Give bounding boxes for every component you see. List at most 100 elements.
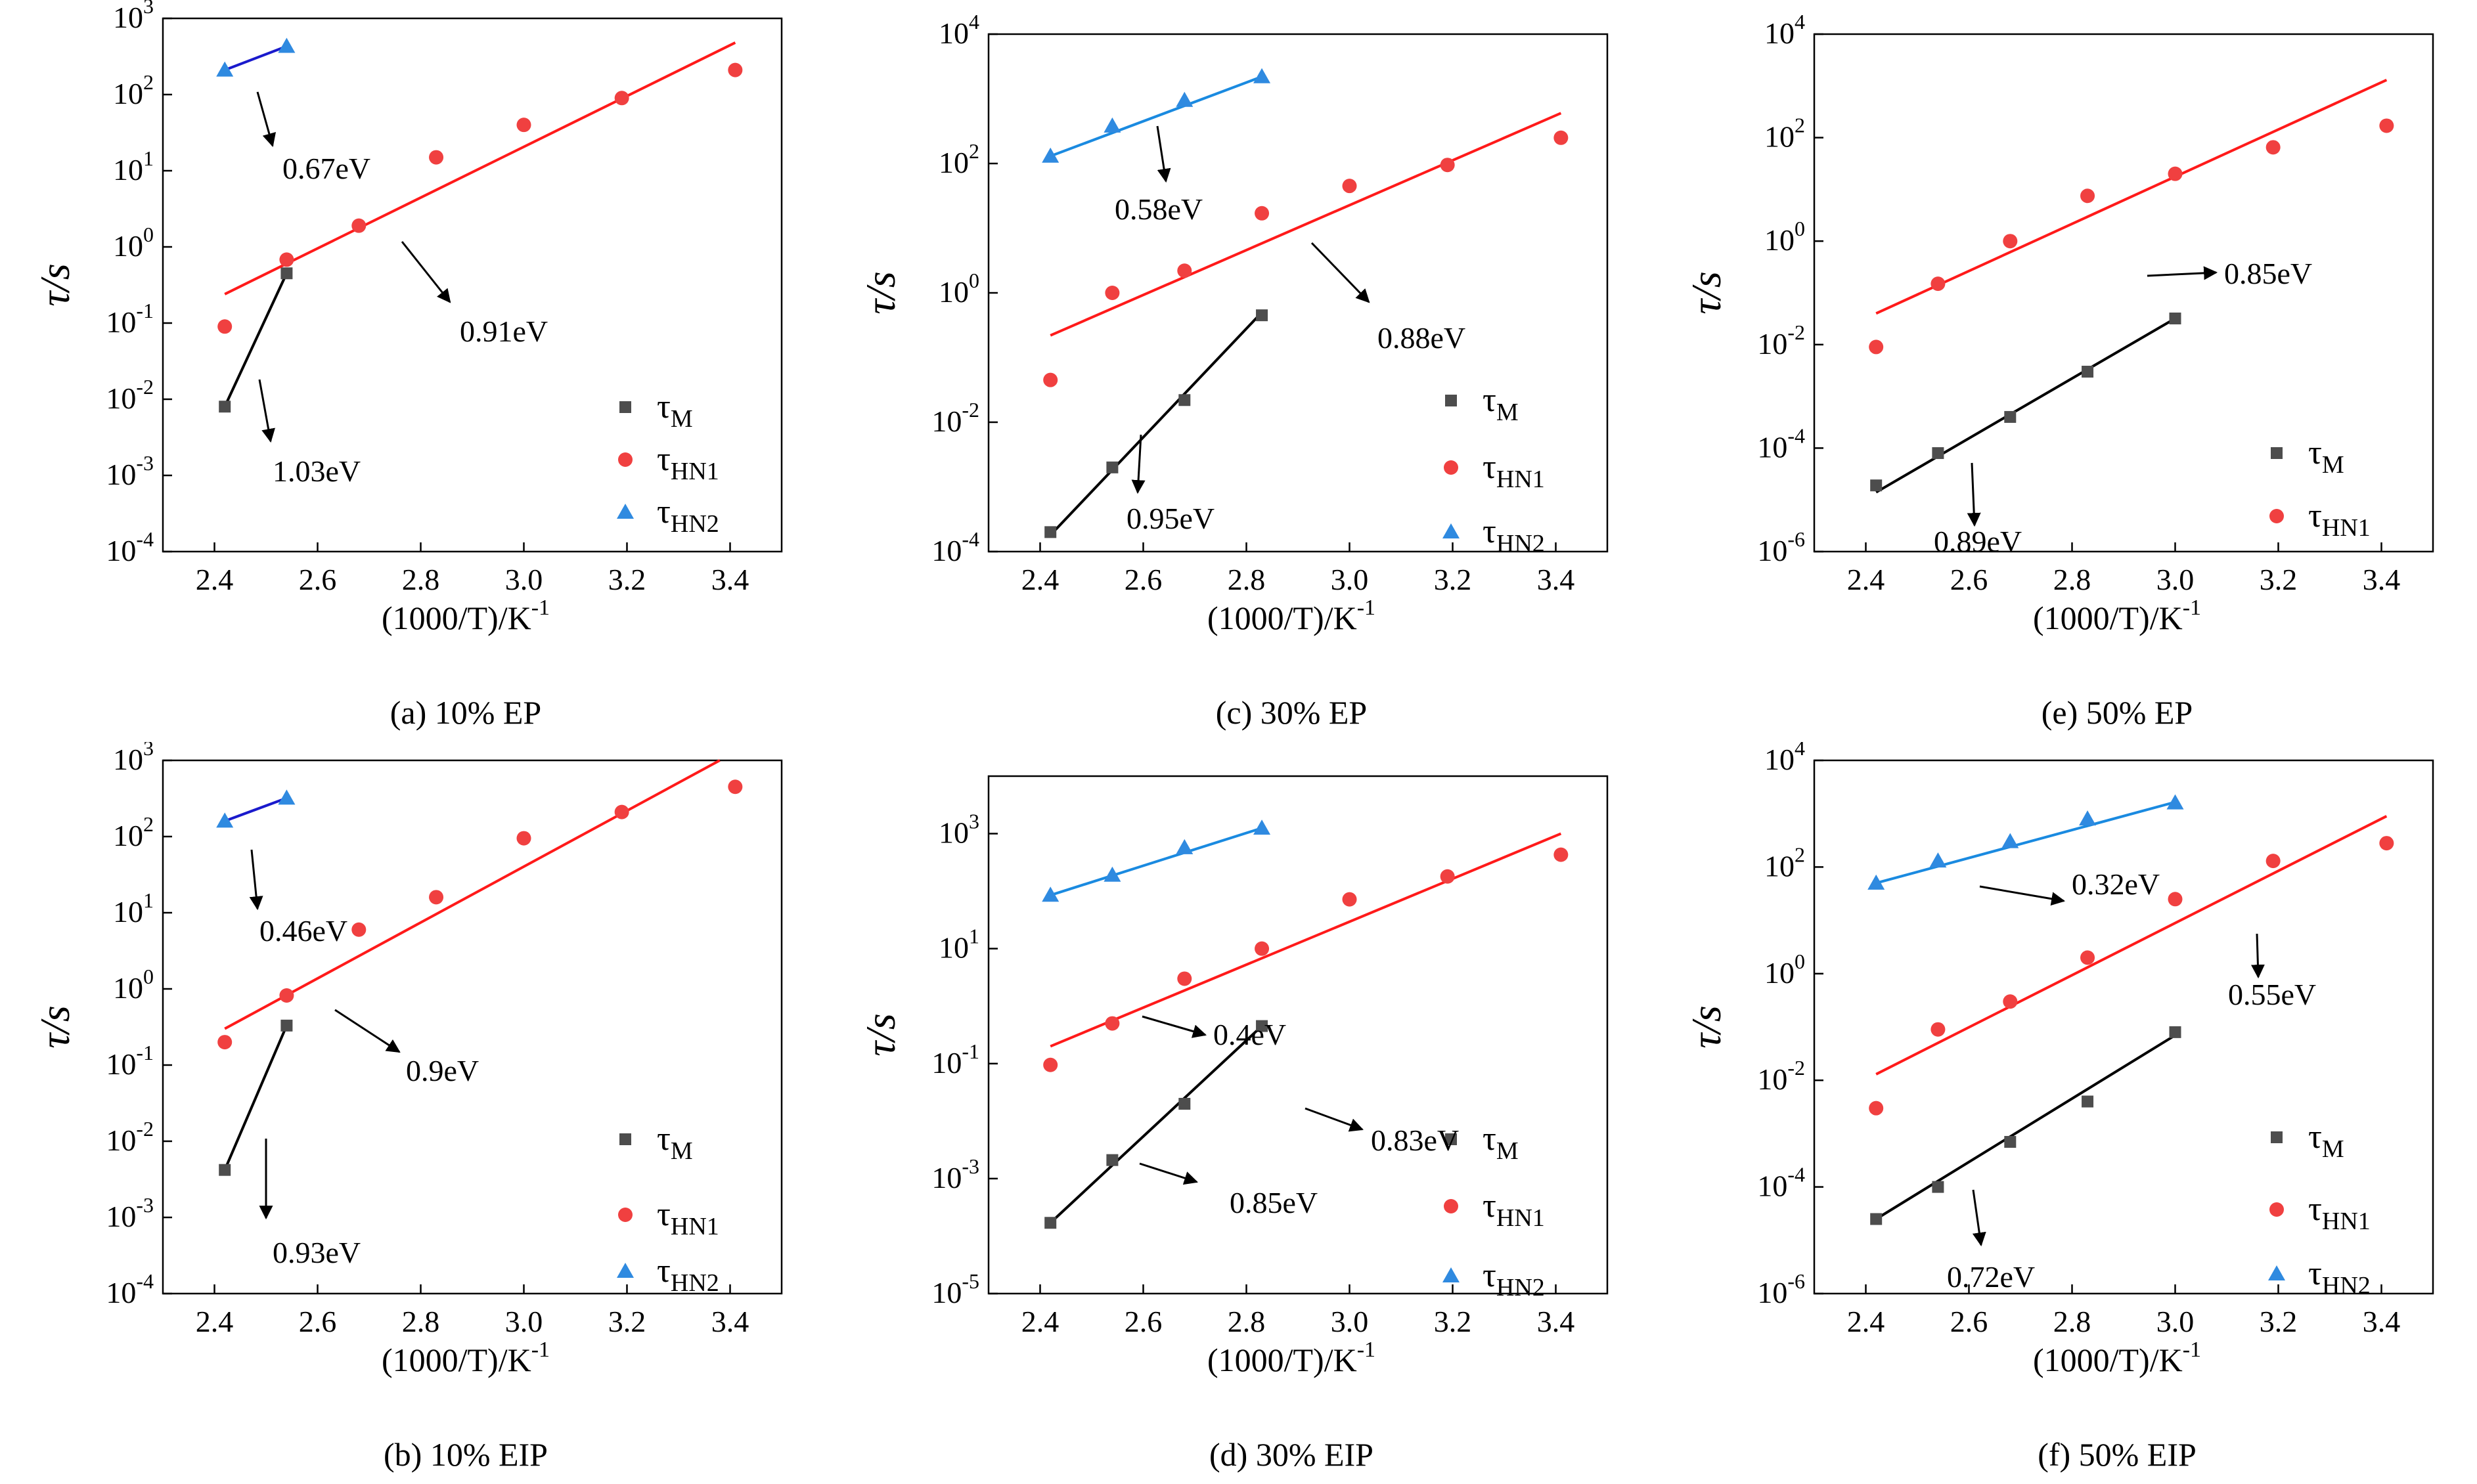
legend-label-tau-m: τM [657, 388, 693, 433]
y-tick-label: 10-3 [106, 1193, 154, 1233]
fit-line-hn1 [224, 41, 736, 295]
data-point-tau-m [1256, 1020, 1268, 1032]
legend-marker-tau-m [2271, 447, 2283, 459]
data-point-tau-hn1 [1930, 1022, 1946, 1037]
data-point-tau-m [1106, 461, 1119, 473]
legend-label-tau-hn2: τHN2 [657, 493, 719, 538]
data-point-tau-m [219, 1164, 231, 1176]
panel-caption: (b) 10% EIP [384, 1436, 548, 1473]
data-point-tau-m [2169, 1026, 2181, 1038]
data-point-tau-hn1 [728, 779, 743, 795]
data-point-tau-hn1 [614, 91, 629, 106]
data-point-tau-hn1 [1342, 179, 1357, 194]
panel-caption: (c) 30% EP [1216, 694, 1368, 731]
legend-label-tau-hn2: τHN2 [1483, 1257, 1545, 1301]
x-tick-label: 2.8 [402, 1305, 440, 1338]
x-axis-label: (1000/T)/K-1 [382, 1338, 550, 1378]
data-point-tau-m [2004, 1135, 2017, 1148]
plot-frame [987, 775, 1609, 1295]
data-point-tau-hn2 [1042, 147, 1060, 163]
x-tick-label: 3.2 [1434, 1305, 1472, 1338]
legend-label-tau-hn1: τHN1 [657, 441, 719, 485]
annotation-arrow [1310, 242, 1370, 303]
annotation-arrow [1139, 1162, 1198, 1185]
x-tick-label: 3.4 [1537, 563, 1575, 596]
data-point-tau-hn1 [429, 890, 444, 905]
chart-panel-e: 2.4 2.6 2.8 3.0 3.2 3.4 10-6 10-4 10-2 100 102 104 τ… [1683, 10, 2434, 731]
annotation-arrow [1972, 1189, 1986, 1247]
x-tick-label: 2.6 [299, 1305, 337, 1338]
annotation-arrow [249, 849, 263, 911]
data-point-tau-hn2 [1176, 91, 1194, 107]
x-tick-label: 2.4 [1021, 563, 1060, 596]
y-tick-label: 103 [939, 810, 979, 850]
chart-panel-a: 2.4 2.6 2.8 3.0 3.2 3.4 10-4 10-3 10-2 10-1 100 101… [32, 0, 783, 731]
x-tick-label: 3.2 [608, 563, 646, 596]
data-point-tau-hn1 [217, 1035, 233, 1050]
x-tick-label: 3.0 [2156, 563, 2195, 596]
activation-energy-label: 0.58eV [1115, 192, 1203, 226]
legend-marker-tau-hn2 [1442, 1267, 1460, 1282]
y-tick-label: 10-4 [106, 527, 154, 567]
data-point-tau-m [1178, 394, 1191, 406]
x-tick-label: 3.0 [1331, 563, 1369, 596]
x-tick-label: 3.2 [2260, 563, 2298, 596]
activation-energy-label: 0.89eV [1934, 525, 2022, 558]
legend-label-tau-m: τM [657, 1120, 693, 1165]
data-point-tau-hn1 [728, 62, 743, 77]
x-tick-label: 2.4 [1021, 1305, 1060, 1338]
data-point-tau-m [1106, 1154, 1119, 1166]
data-point-tau-m [2169, 312, 2181, 324]
data-point-tau-hn1 [2265, 140, 2281, 155]
y-tick-label: 10-1 [106, 299, 154, 339]
data-point-tau-hn1 [1869, 339, 1884, 355]
annotation-arrow [256, 91, 277, 148]
y-axis-label: τ/s [1683, 1005, 1729, 1049]
y-tick-label: 10-4 [106, 1269, 154, 1309]
legend-label-tau-hn2: τHN2 [1483, 513, 1545, 557]
y-axis-label: τ/s [857, 271, 904, 315]
legend-marker-tau-hn1 [618, 452, 633, 467]
data-point-tau-hn1 [2080, 950, 2095, 965]
activation-energy-label: 0.9eV [406, 1054, 479, 1087]
x-tick-label: 2.4 [1847, 1305, 1885, 1338]
x-tick-label: 2.6 [1125, 1305, 1163, 1338]
annotation-arrow [1979, 885, 2066, 906]
fit-line-hn2 [224, 797, 288, 823]
y-tick-label: 10-6 [1757, 1269, 1805, 1309]
data-point-tau-hn1 [1930, 276, 1946, 292]
annotation-arrow [2250, 933, 2265, 979]
x-tick-label: 3.4 [2363, 1305, 2401, 1338]
data-point-tau-hn2 [278, 789, 296, 805]
data-point-tau-m [280, 267, 293, 280]
activation-energy-label: 1.03eV [273, 454, 361, 488]
x-tick-label: 3.0 [505, 1305, 543, 1338]
fit-line-hn1 [1875, 79, 2388, 315]
data-point-tau-hn1 [2168, 166, 2183, 181]
x-tick-label: 2.8 [1228, 563, 1266, 596]
panel-caption: (e) 50% EP [2042, 694, 2193, 731]
y-tick-label: 10-3 [931, 1154, 979, 1194]
y-tick-label: 101 [939, 925, 979, 965]
x-tick-label: 3.2 [1434, 563, 1472, 596]
chart-panel-d: 2.4 2.6 2.8 3.0 3.2 3.4 10-5 10-3 10-1 101 103 τ/s (… [857, 775, 1609, 1473]
data-point-tau-hn1 [1553, 847, 1569, 862]
data-point-tau-hn1 [1177, 971, 1192, 986]
annotation-arrow [258, 379, 275, 443]
data-point-tau-hn2 [278, 37, 296, 53]
data-point-tau-hn2 [1253, 68, 1271, 83]
y-tick-label: 101 [113, 146, 154, 186]
activation-energy-label: 0.93eV [273, 1236, 361, 1269]
fit-line-m [223, 1025, 288, 1171]
plot-frame [1813, 33, 2434, 553]
data-point-tau-hn1 [2168, 892, 2183, 907]
activation-energy-label: 0.55eV [2228, 978, 2316, 1011]
data-point-tau-m [2082, 366, 2094, 378]
data-point-tau-hn1 [429, 150, 444, 165]
legend-marker-tau-hn2 [617, 504, 634, 519]
x-tick-label: 2.4 [196, 1305, 234, 1338]
y-axis-label: τ/s [32, 263, 78, 307]
fit-line-hn2 [1875, 800, 2176, 884]
fit-line-m [1875, 317, 2176, 494]
